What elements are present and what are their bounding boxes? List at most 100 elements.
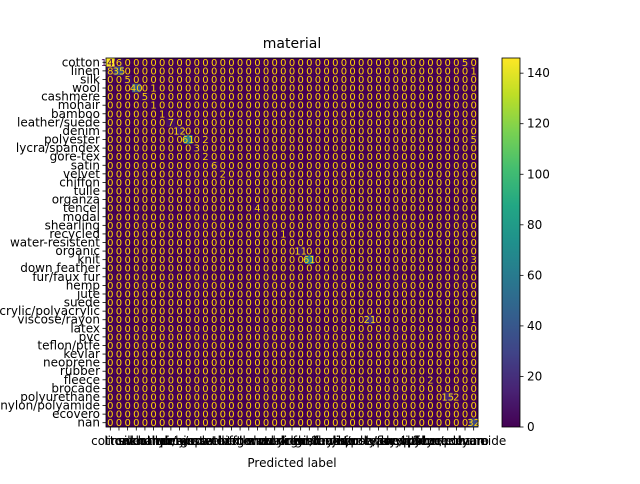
heatmap-cell	[313, 160, 323, 170]
cell-value-label: 0	[272, 118, 278, 129]
cell-value-label: 0	[116, 247, 122, 258]
cell-value-label: 0	[401, 315, 407, 326]
cell-value-label: 0	[349, 247, 355, 258]
cell-value-label: 0	[116, 152, 122, 163]
cell-value-label: 0	[375, 332, 381, 343]
heatmap-cell	[296, 315, 306, 325]
cell-value-label: 0	[263, 195, 269, 206]
cell-value-label: 0	[445, 75, 451, 86]
cell-value-label: 0	[202, 178, 208, 189]
heatmap-cell	[365, 109, 375, 119]
cell-value-label: 0	[185, 332, 191, 343]
heatmap-cell	[304, 255, 314, 265]
heatmap-cell	[434, 349, 444, 359]
heatmap-cell	[322, 203, 332, 213]
cell-value-label: 0	[133, 384, 139, 395]
heatmap-cell	[339, 246, 349, 256]
heatmap-cell	[322, 229, 332, 239]
cell-value-label: 0	[306, 264, 312, 275]
x-tick-label: organza	[225, 434, 273, 448]
cell-value-label: 0	[401, 92, 407, 103]
cell-value-label: 0	[254, 358, 260, 369]
heatmap-cell	[149, 169, 159, 179]
cell-value-label: 0	[150, 358, 156, 369]
heatmap-cell	[253, 392, 262, 402]
cell-value-label: 0	[470, 358, 476, 369]
heatmap-cell	[400, 272, 410, 282]
heatmap-cell	[106, 178, 115, 187]
heatmap-cell	[452, 306, 461, 316]
y-tick-label: wool	[72, 81, 100, 95]
cell-value-label: 0	[220, 332, 226, 343]
cell-value-label: 0	[254, 272, 260, 283]
heatmap-cell	[244, 75, 254, 84]
heatmap-cell	[322, 289, 332, 299]
heatmap-cell	[304, 186, 314, 196]
heatmap-cell	[460, 66, 470, 76]
heatmap-cell	[183, 263, 193, 273]
cell-value-label: 0	[228, 375, 234, 386]
x-tick-label: nylon/polyamide	[406, 434, 506, 448]
heatmap-cell	[279, 195, 288, 205]
heatmap-cell	[287, 392, 297, 402]
cell-value-label: 0	[202, 289, 208, 300]
heatmap-cell	[157, 92, 167, 102]
y-tick-label: velvet	[63, 167, 100, 181]
heatmap-cell	[460, 186, 470, 196]
heatmap-cell	[149, 195, 159, 205]
cell-value-label: 0	[116, 187, 122, 198]
heatmap-cell	[201, 221, 211, 230]
cell-value-label: 0	[107, 212, 113, 223]
heatmap-cell	[339, 306, 349, 316]
heatmap-cell	[149, 324, 159, 333]
cell-value-label: 0	[289, 221, 295, 232]
cell-value-label: 0	[246, 84, 252, 95]
heatmap-cell	[356, 178, 366, 187]
heatmap-cell	[123, 83, 133, 93]
heatmap-cell	[123, 246, 133, 256]
heatmap-cell	[400, 169, 410, 179]
cell-value-label: 0	[176, 384, 182, 395]
heatmap-cell	[469, 341, 479, 351]
heatmap-cell	[356, 358, 366, 368]
cell-value-label: 0	[419, 66, 425, 77]
cell-value-label: 0	[419, 58, 425, 69]
cell-value-label: 0	[462, 238, 468, 249]
heatmap-cell	[443, 160, 453, 170]
heatmap-cell	[348, 341, 358, 351]
cell-value-label: 0	[107, 298, 113, 309]
cell-value-label: 0	[453, 169, 459, 180]
cell-value-label: 0	[176, 204, 182, 215]
cell-value-label: 0	[280, 410, 286, 421]
heatmap-cell	[287, 58, 297, 67]
cell-value-label: 0	[306, 169, 312, 180]
heatmap-cell	[469, 281, 479, 290]
heatmap-cell	[218, 186, 228, 196]
heatmap-cell	[400, 401, 410, 411]
cell-value-label: 0	[315, 281, 321, 292]
heatmap-cell	[209, 169, 219, 179]
cell-value-label: 0	[470, 109, 476, 120]
cell-value-label: 0	[228, 298, 234, 309]
heatmap-cell	[218, 92, 228, 102]
heatmap-cell	[460, 289, 470, 299]
cell-value-label: 0	[289, 187, 295, 198]
cell-value-label: 0	[116, 212, 122, 223]
cell-value-label: 0	[401, 358, 407, 369]
cell-value-label: 0	[323, 332, 329, 343]
cell-value-label: 0	[297, 144, 303, 155]
heatmap-cell	[131, 289, 141, 299]
heatmap-cell	[227, 212, 237, 222]
cell-value-label: 0	[228, 332, 234, 343]
cell-value-label: 0	[410, 229, 416, 240]
heatmap-cell	[356, 212, 366, 222]
heatmap-cell	[382, 298, 392, 308]
heatmap-cell	[452, 255, 461, 265]
cell-value-label: 0	[445, 332, 451, 343]
cell-value-label: 0	[168, 324, 174, 335]
cell-value-label: 0	[358, 109, 364, 120]
cell-value-label: 0	[263, 341, 269, 352]
cell-value-label: 0	[272, 187, 278, 198]
y-tick-label: nan	[77, 416, 100, 430]
